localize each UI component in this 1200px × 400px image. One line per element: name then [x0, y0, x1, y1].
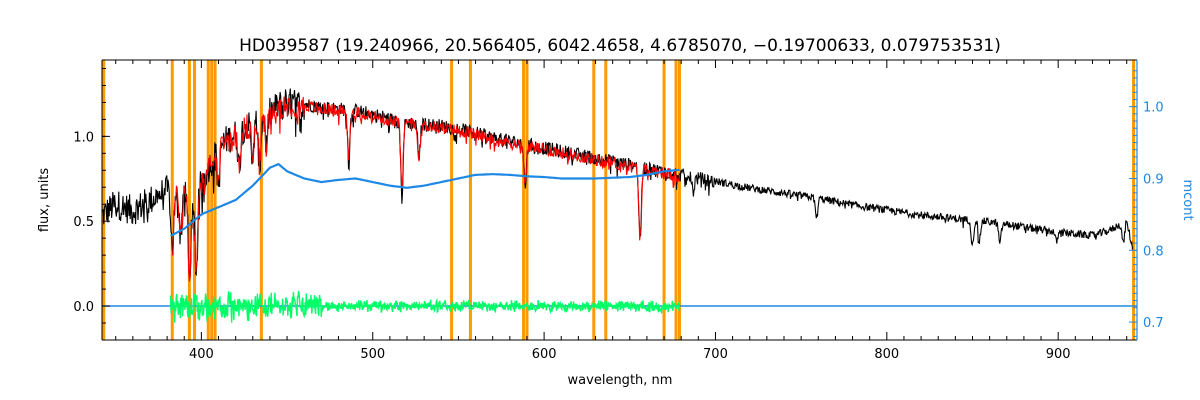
- y2-tick-label: 0.7: [1143, 316, 1164, 331]
- x-axis-label: wavelength, nm: [568, 373, 673, 388]
- model-line: [171, 96, 681, 282]
- y2-axis-label: mcont: [1180, 179, 1195, 220]
- x-tick-label: 500: [360, 347, 385, 362]
- y2-tick-label: 0.8: [1143, 244, 1164, 259]
- y2-tick-label: 0.9: [1143, 172, 1164, 187]
- residuals: [102, 290, 1137, 323]
- chart-title: HD039587 (19.240966, 20.566405, 6042.465…: [239, 36, 1001, 56]
- x-tick-label: 700: [703, 347, 728, 362]
- y-tick-label: 0.0: [73, 300, 94, 315]
- y2-tick-label: 1.0: [1143, 101, 1164, 116]
- mcont-line: [170, 162, 680, 237]
- y-tick-label: 1.0: [73, 130, 94, 145]
- x-tick-label: 800: [874, 347, 899, 362]
- x-tick-label: 900: [1046, 347, 1071, 362]
- y-tick-label: 0.5: [73, 215, 94, 230]
- axes: 400 500 600 700 800 900 0.0 0.5 1.0 0.7 0.8 0.9 1.0: [73, 59, 1164, 362]
- x-tick-label: 600: [532, 347, 557, 362]
- x-tick-label: 400: [189, 347, 214, 362]
- mcont-curve: [170, 162, 680, 237]
- residual-line: [169, 290, 681, 323]
- y-axis-label: flux, units: [37, 168, 52, 233]
- model-spectrum: [171, 96, 681, 282]
